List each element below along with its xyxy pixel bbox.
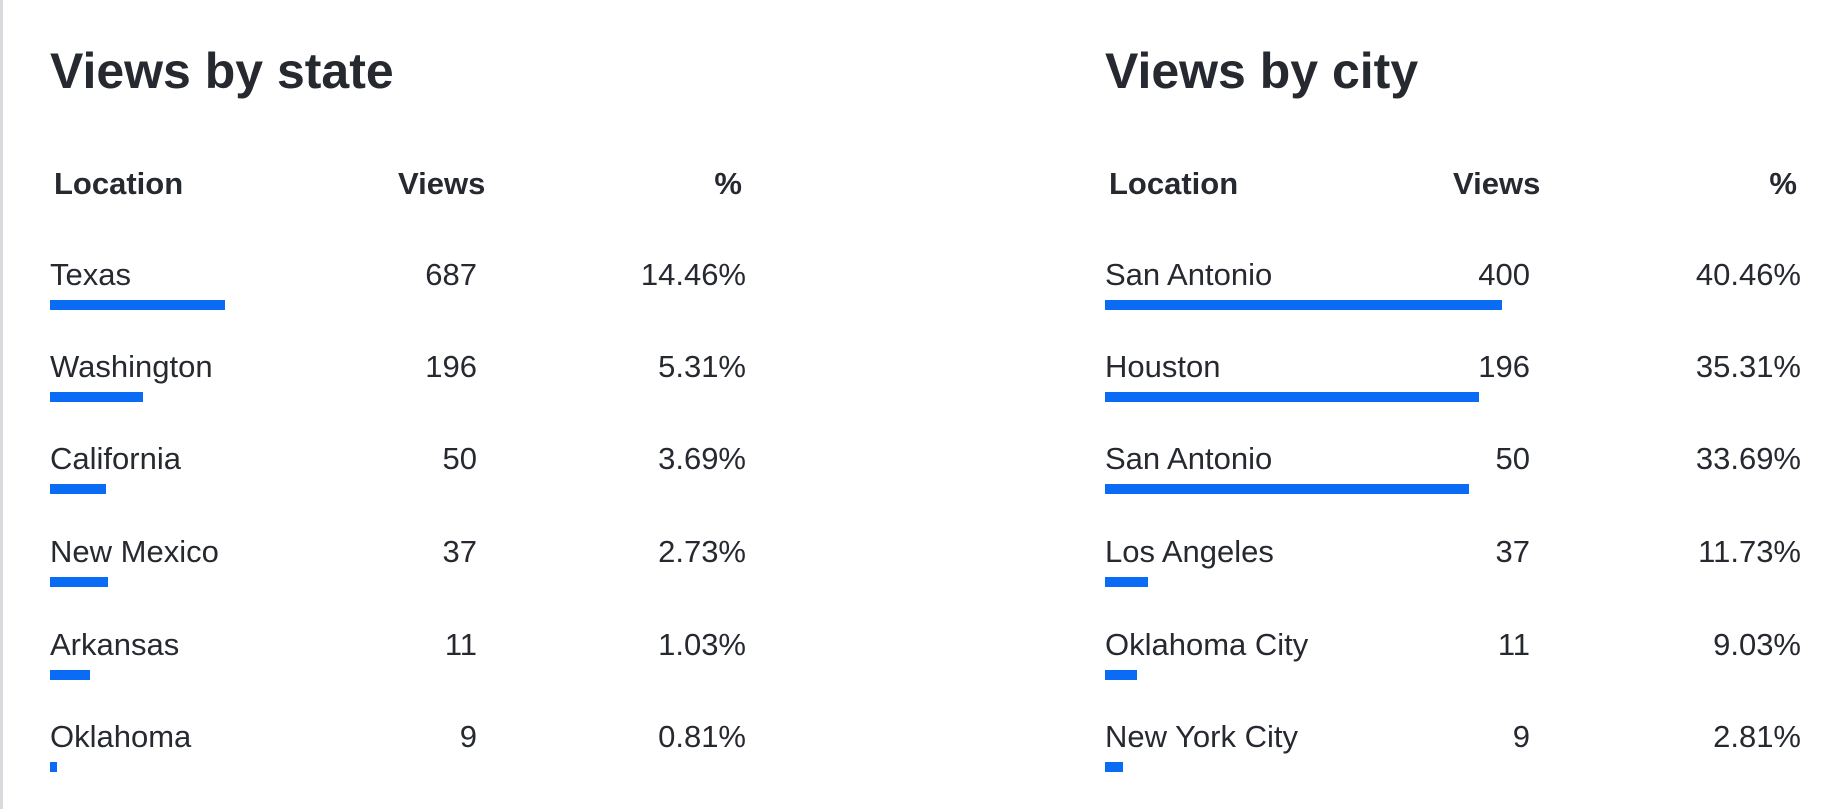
table-row: New York City 9 2.81% — [1105, 719, 1805, 799]
table-row: Washington 196 5.31% — [50, 349, 750, 429]
row-location: Washington — [50, 349, 213, 384]
table-row: California 50 3.69% — [50, 441, 750, 521]
row-location: San Antonio — [1105, 257, 1273, 292]
row-views: 9 — [459, 719, 477, 754]
panel-title: Views by state — [50, 43, 394, 99]
row-percent: 0.81% — [658, 719, 746, 754]
row-location: Oklahoma City — [1105, 627, 1309, 662]
row-location: San Antonio — [1105, 441, 1273, 476]
row-location: Texas — [50, 257, 131, 292]
table-row: San Antonio 400 40.46% — [1105, 257, 1805, 337]
row-location: New Mexico — [50, 534, 219, 569]
row-percent: 3.69% — [658, 441, 746, 476]
row-bar — [50, 670, 90, 680]
table-row: San Antonio 50 33.69% — [1105, 441, 1805, 521]
column-header-location: Location — [1109, 166, 1239, 201]
column-header-percent: % — [714, 166, 742, 201]
row-views: 196 — [1478, 349, 1530, 384]
row-percent: 14.46% — [640, 257, 746, 292]
row-percent: 35.31% — [1695, 349, 1801, 384]
column-header-views: Views — [1453, 166, 1541, 201]
row-views: 196 — [425, 349, 477, 384]
row-location: California — [50, 441, 181, 476]
row-bar — [50, 577, 108, 587]
row-location: Arkansas — [50, 627, 180, 662]
row-views: 11 — [1497, 627, 1530, 662]
table-row: Oklahoma City 11 9.03% — [1105, 627, 1805, 707]
row-views: 400 — [1478, 257, 1530, 292]
table-row: Houston 196 35.31% — [1105, 349, 1805, 429]
row-bar — [50, 392, 143, 402]
row-views: 37 — [1495, 534, 1530, 569]
row-percent: 11.73% — [1698, 534, 1801, 569]
panel-title: Views by city — [1105, 43, 1419, 99]
row-percent: 40.46% — [1695, 257, 1801, 292]
row-location: Los Angeles — [1105, 534, 1274, 569]
column-header-percent: % — [1769, 166, 1797, 201]
row-views: 687 — [425, 257, 477, 292]
table-row: Arkansas 11 1.03% — [50, 627, 750, 707]
row-views: 11 — [444, 627, 477, 662]
row-views: 50 — [1495, 441, 1530, 476]
row-bar — [50, 300, 225, 310]
row-percent: 5.31% — [658, 349, 746, 384]
row-bar — [50, 762, 57, 772]
table-row: Los Angeles 37 11.73% — [1105, 534, 1805, 614]
column-header-location: Location — [54, 166, 184, 201]
row-views: 37 — [442, 534, 477, 569]
row-percent: 2.73% — [658, 534, 746, 569]
table-row: New Mexico 37 2.73% — [50, 534, 750, 614]
table-row: Oklahoma 9 0.81% — [50, 719, 750, 799]
row-percent: 2.81% — [1713, 719, 1801, 754]
row-bar — [1105, 300, 1502, 310]
row-bar — [1105, 577, 1148, 587]
row-bar — [50, 484, 106, 494]
row-location: New York City — [1105, 719, 1298, 754]
row-location: Houston — [1105, 349, 1221, 384]
row-bar — [1105, 762, 1123, 772]
row-percent: 1.03% — [658, 627, 746, 662]
row-bar — [1105, 670, 1137, 680]
table-row: Texas 687 14.46% — [50, 257, 750, 337]
left-divider — [0, 0, 3, 809]
row-bar — [1105, 484, 1469, 494]
row-bar — [1105, 392, 1479, 402]
row-location: Oklahoma — [50, 719, 192, 754]
row-percent: 9.03% — [1713, 627, 1801, 662]
row-views: 50 — [442, 441, 477, 476]
column-header-views: Views — [398, 166, 486, 201]
row-percent: 33.69% — [1695, 441, 1801, 476]
row-views: 9 — [1512, 719, 1530, 754]
